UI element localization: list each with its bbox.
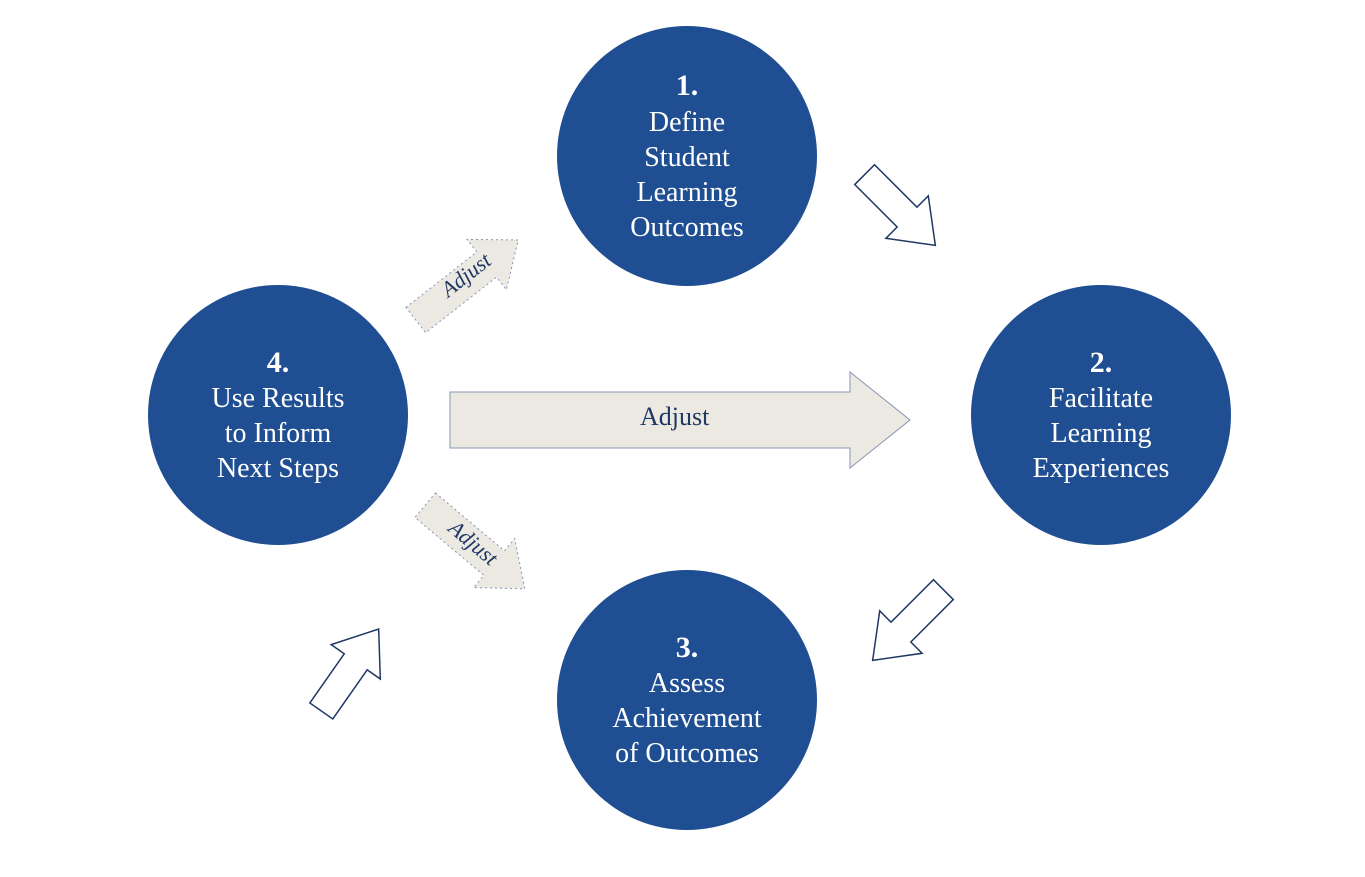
node-2-line2: Learning: [1050, 416, 1151, 451]
node-4-line2: to Inform: [225, 416, 332, 451]
node-2-number: 2.: [1090, 344, 1113, 382]
node-1-line1: Define: [649, 105, 725, 140]
diagram-canvas: Adjust Adjust Adjust 1. Define Student L…: [0, 0, 1365, 877]
node-3-line3: of Outcomes: [615, 736, 759, 771]
node-1-line3: Learning: [636, 175, 737, 210]
node-4-number: 4.: [267, 344, 290, 382]
node-2-facilitate-learning: 2. Facilitate Learning Experiences: [971, 285, 1231, 545]
node-4-use-results: 4. Use Results to Inform Next Steps: [148, 285, 408, 545]
node-3-number: 3.: [676, 629, 699, 667]
cycle-arrow-1-to-2: [843, 153, 956, 266]
node-4-line1: Use Results: [212, 381, 345, 416]
node-1-define-outcomes: 1. Define Student Learning Outcomes: [557, 26, 817, 286]
node-1-line2: Student: [644, 140, 730, 175]
cycle-arrow-3-to-4: [297, 612, 404, 728]
node-3-line2: Achievement: [612, 701, 761, 736]
node-1-line4: Outcomes: [630, 210, 744, 245]
adjust-label-center: Adjust: [640, 402, 709, 432]
node-4-line3: Next Steps: [217, 451, 339, 486]
node-1-number: 1.: [676, 67, 699, 105]
cycle-arrow-2-to-3: [851, 568, 964, 681]
node-2-line1: Facilitate: [1049, 381, 1153, 416]
node-3-assess-achievement: 3. Assess Achievement of Outcomes: [557, 570, 817, 830]
node-2-line3: Experiences: [1033, 451, 1170, 486]
node-3-line1: Assess: [649, 666, 725, 701]
